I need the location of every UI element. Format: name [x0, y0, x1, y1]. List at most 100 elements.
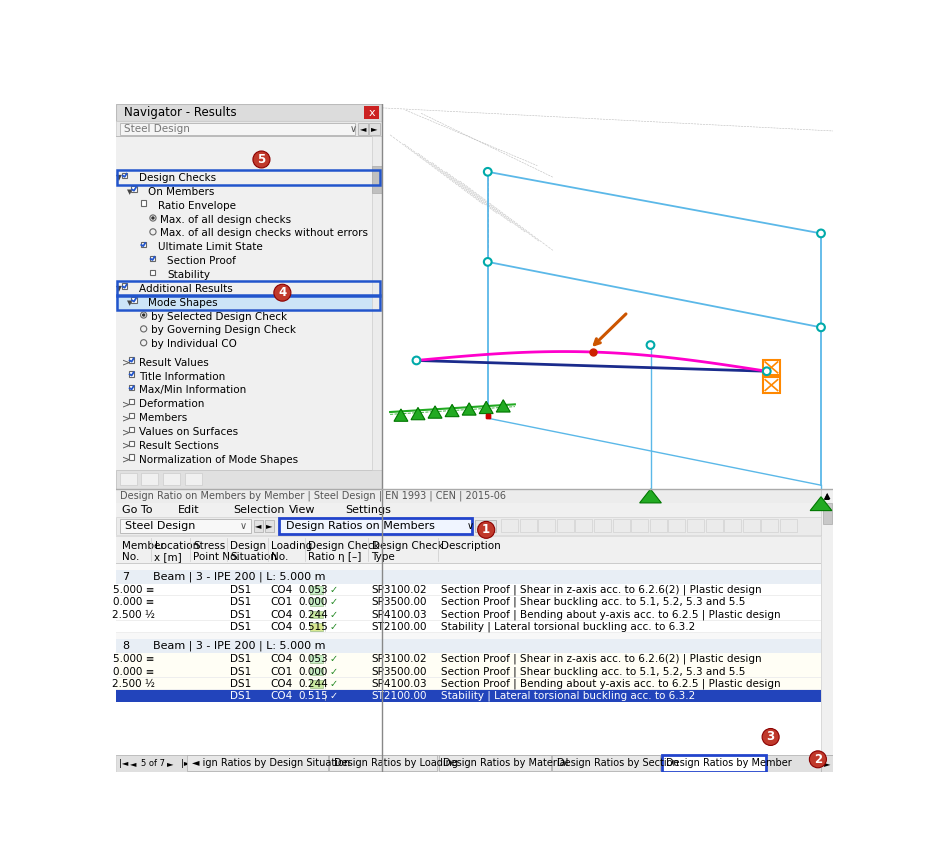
- Bar: [575, 519, 593, 532]
- Text: DS1: DS1: [231, 667, 252, 676]
- Bar: [116, 104, 382, 772]
- Bar: [116, 621, 821, 633]
- Text: Members: Members: [139, 414, 187, 423]
- Bar: [330, 755, 437, 771]
- Text: Ultimate Limit State: Ultimate Limit State: [157, 242, 262, 252]
- Text: 0.000: 0.000: [299, 597, 328, 607]
- Bar: [117, 295, 380, 310]
- Text: Design Check: Design Check: [308, 541, 380, 551]
- Bar: [116, 653, 821, 665]
- Text: Normalization of Mode Shapes: Normalization of Mode Shapes: [139, 455, 298, 465]
- Circle shape: [646, 342, 655, 349]
- Bar: [821, 489, 833, 503]
- Text: 5: 5: [257, 153, 266, 166]
- Circle shape: [763, 368, 770, 375]
- Bar: [116, 489, 821, 503]
- Bar: [519, 519, 536, 532]
- Text: SP4100.03: SP4100.03: [371, 610, 427, 620]
- Bar: [116, 517, 833, 535]
- Circle shape: [151, 216, 155, 219]
- Text: 0.515: 0.515: [298, 622, 328, 632]
- Bar: [763, 377, 780, 393]
- Bar: [552, 755, 660, 771]
- Bar: [116, 678, 821, 690]
- Bar: [116, 470, 382, 489]
- Polygon shape: [445, 404, 459, 417]
- Text: ▼: ▼: [127, 300, 132, 306]
- Bar: [122, 173, 128, 178]
- Bar: [687, 519, 704, 532]
- Bar: [116, 121, 382, 136]
- Text: 8: 8: [122, 641, 129, 651]
- Text: >: >: [122, 441, 130, 451]
- Bar: [279, 518, 472, 534]
- Text: Edit: Edit: [178, 505, 199, 515]
- Bar: [382, 104, 833, 489]
- Bar: [669, 519, 685, 532]
- Text: by Individual CO: by Individual CO: [151, 339, 236, 349]
- Bar: [357, 122, 369, 135]
- Text: ◄: ◄: [130, 759, 136, 767]
- Text: Situation: Situation: [231, 551, 277, 562]
- Text: ►: ►: [488, 521, 494, 531]
- Text: Stress: Stress: [194, 541, 226, 551]
- Bar: [129, 413, 134, 418]
- Text: x [m]: x [m]: [155, 551, 182, 562]
- Bar: [743, 519, 759, 532]
- Bar: [632, 519, 648, 532]
- Text: ✓: ✓: [330, 655, 338, 664]
- Text: CO4: CO4: [270, 691, 293, 701]
- Bar: [187, 755, 328, 771]
- Text: DS1: DS1: [231, 597, 252, 607]
- Text: ✓: ✓: [330, 597, 338, 607]
- Bar: [706, 519, 722, 532]
- Bar: [372, 166, 382, 192]
- Bar: [116, 564, 821, 570]
- Polygon shape: [428, 406, 442, 418]
- Text: CO4: CO4: [270, 585, 293, 595]
- Text: 0.000: 0.000: [299, 667, 328, 676]
- Text: ∨: ∨: [240, 521, 247, 531]
- Bar: [309, 610, 323, 618]
- Bar: [116, 104, 382, 121]
- Bar: [116, 596, 821, 609]
- Text: 0.053: 0.053: [298, 585, 328, 595]
- Text: ▼: ▼: [116, 284, 121, 293]
- Text: No.: No.: [270, 551, 288, 562]
- Text: ✓: ✓: [330, 585, 338, 595]
- Text: ◄: ◄: [477, 521, 483, 531]
- Text: Description: Description: [442, 541, 501, 551]
- Text: SP3100.02: SP3100.02: [371, 655, 427, 664]
- Text: ST2100.00: ST2100.00: [371, 622, 427, 632]
- Text: Stability: Stability: [167, 270, 210, 280]
- Text: DS1: DS1: [231, 679, 252, 689]
- Text: Steel Design: Steel Design: [125, 521, 195, 531]
- Bar: [116, 665, 821, 678]
- Polygon shape: [480, 401, 494, 414]
- Bar: [116, 583, 821, 596]
- Text: Section Proof | Bending about y-axis acc. to 6.2.5 | Plastic design: Section Proof | Bending about y-axis acc…: [442, 679, 781, 689]
- Circle shape: [142, 313, 145, 316]
- Bar: [116, 535, 821, 537]
- Text: CO1: CO1: [270, 597, 293, 607]
- Text: Design Ratios by Loading: Design Ratios by Loading: [334, 758, 458, 768]
- Text: Result Values: Result Values: [139, 358, 208, 368]
- Text: ►: ►: [824, 759, 831, 767]
- Polygon shape: [640, 489, 661, 503]
- Text: Result Sections: Result Sections: [139, 441, 219, 451]
- Text: ►: ►: [167, 759, 173, 767]
- Text: ST2100.00: ST2100.00: [371, 691, 427, 701]
- Polygon shape: [462, 403, 476, 415]
- Text: Steel Design: Steel Design: [123, 124, 190, 134]
- Polygon shape: [810, 497, 832, 511]
- Bar: [309, 680, 323, 688]
- Text: Max. of all design checks without errors: Max. of all design checks without errors: [160, 228, 368, 238]
- Bar: [557, 519, 574, 532]
- Text: >: >: [122, 414, 130, 423]
- Circle shape: [253, 151, 270, 168]
- Bar: [131, 297, 137, 303]
- Text: CO4: CO4: [270, 622, 293, 632]
- Bar: [594, 519, 611, 532]
- Bar: [119, 122, 356, 135]
- Text: ✓: ✓: [330, 667, 338, 676]
